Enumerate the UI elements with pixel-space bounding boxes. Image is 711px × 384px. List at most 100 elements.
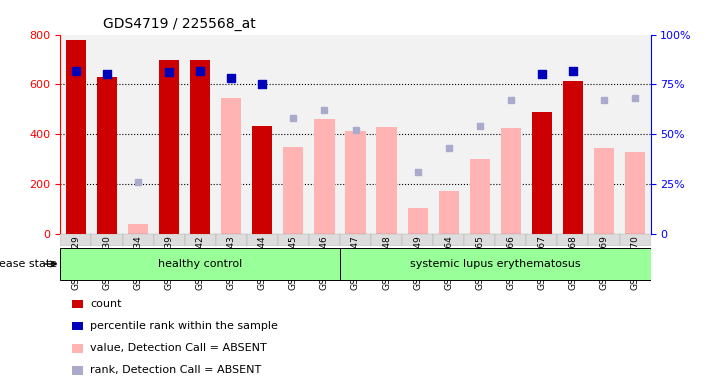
Text: GSM349770: GSM349770 xyxy=(631,235,639,290)
Bar xyxy=(619,35,651,234)
Bar xyxy=(376,127,397,234)
Point xyxy=(195,68,206,74)
Bar xyxy=(190,60,210,234)
Point xyxy=(474,123,486,129)
Bar xyxy=(252,126,272,234)
Bar xyxy=(73,344,83,353)
Bar xyxy=(215,234,247,246)
Bar xyxy=(526,234,557,246)
Bar xyxy=(589,234,619,246)
Bar xyxy=(159,60,179,234)
Bar xyxy=(309,234,340,246)
Text: GSM349743: GSM349743 xyxy=(227,235,236,290)
Bar xyxy=(340,35,371,234)
Bar xyxy=(66,40,86,234)
Point xyxy=(505,98,516,104)
Bar xyxy=(128,224,148,234)
Bar xyxy=(185,35,215,234)
Text: GSM349765: GSM349765 xyxy=(475,235,484,290)
Bar xyxy=(619,234,651,246)
Bar xyxy=(439,190,459,234)
Text: GSM349745: GSM349745 xyxy=(289,235,298,290)
Bar xyxy=(122,35,154,234)
Bar xyxy=(433,234,464,246)
Point xyxy=(132,179,144,185)
Bar xyxy=(73,300,83,308)
Text: GSM349768: GSM349768 xyxy=(568,235,577,290)
Bar xyxy=(407,208,428,234)
Bar xyxy=(60,234,92,246)
Bar xyxy=(402,234,433,246)
Bar xyxy=(278,234,309,246)
Bar xyxy=(464,35,496,234)
Text: GSM349739: GSM349739 xyxy=(165,235,173,290)
Point xyxy=(164,70,175,76)
Point xyxy=(412,169,423,175)
Bar xyxy=(73,322,83,331)
Bar xyxy=(563,81,583,234)
Text: GSM349746: GSM349746 xyxy=(320,235,329,290)
Text: count: count xyxy=(90,299,122,309)
Text: healthy control: healthy control xyxy=(158,259,242,269)
Bar xyxy=(496,234,526,246)
Text: GSM349744: GSM349744 xyxy=(258,235,267,290)
Bar xyxy=(247,234,278,246)
Point xyxy=(102,71,113,78)
Bar xyxy=(278,35,309,234)
Text: GSM349742: GSM349742 xyxy=(196,235,205,290)
Bar xyxy=(501,128,521,234)
Text: GSM349747: GSM349747 xyxy=(351,235,360,290)
Text: GSM349730: GSM349730 xyxy=(102,235,112,290)
Point xyxy=(288,115,299,121)
Bar xyxy=(371,35,402,234)
Point xyxy=(567,68,579,74)
Bar xyxy=(594,148,614,234)
Bar xyxy=(589,35,619,234)
Text: value, Detection Call = ABSENT: value, Detection Call = ABSENT xyxy=(90,343,267,353)
Bar xyxy=(185,234,215,246)
Bar xyxy=(371,234,402,246)
Bar xyxy=(309,35,340,234)
Text: GSM349764: GSM349764 xyxy=(444,235,453,290)
Point xyxy=(350,127,361,134)
Bar xyxy=(464,234,496,246)
Point xyxy=(598,98,609,104)
Text: GSM349748: GSM349748 xyxy=(382,235,391,290)
Text: GSM349749: GSM349749 xyxy=(413,235,422,290)
Point xyxy=(70,68,82,74)
Point xyxy=(536,71,547,78)
Text: GSM349734: GSM349734 xyxy=(134,235,143,290)
Bar xyxy=(526,35,557,234)
Text: GSM349729: GSM349729 xyxy=(72,235,80,290)
Text: GSM349766: GSM349766 xyxy=(506,235,515,290)
Bar xyxy=(154,234,185,246)
Point xyxy=(319,108,330,114)
Bar xyxy=(221,98,241,234)
Text: GDS4719 / 225568_at: GDS4719 / 225568_at xyxy=(103,17,256,31)
Point xyxy=(257,81,268,88)
FancyBboxPatch shape xyxy=(340,248,651,280)
Bar xyxy=(346,131,365,234)
Text: percentile rank within the sample: percentile rank within the sample xyxy=(90,321,278,331)
Bar xyxy=(92,35,122,234)
Bar xyxy=(557,35,589,234)
Bar xyxy=(340,234,371,246)
Bar xyxy=(314,119,335,234)
Bar xyxy=(215,35,247,234)
Bar xyxy=(60,35,92,234)
Text: rank, Detection Call = ABSENT: rank, Detection Call = ABSENT xyxy=(90,365,261,375)
Bar xyxy=(402,35,433,234)
Bar xyxy=(496,35,526,234)
Bar xyxy=(122,234,154,246)
Bar xyxy=(532,112,552,234)
Text: systemic lupus erythematosus: systemic lupus erythematosus xyxy=(410,259,581,269)
Bar xyxy=(557,234,589,246)
Bar xyxy=(97,77,117,234)
Point xyxy=(629,95,641,101)
FancyBboxPatch shape xyxy=(60,248,340,280)
Bar xyxy=(283,147,304,234)
Bar xyxy=(470,159,490,234)
Bar xyxy=(73,366,83,375)
Text: GSM349767: GSM349767 xyxy=(538,235,546,290)
Bar xyxy=(247,35,278,234)
